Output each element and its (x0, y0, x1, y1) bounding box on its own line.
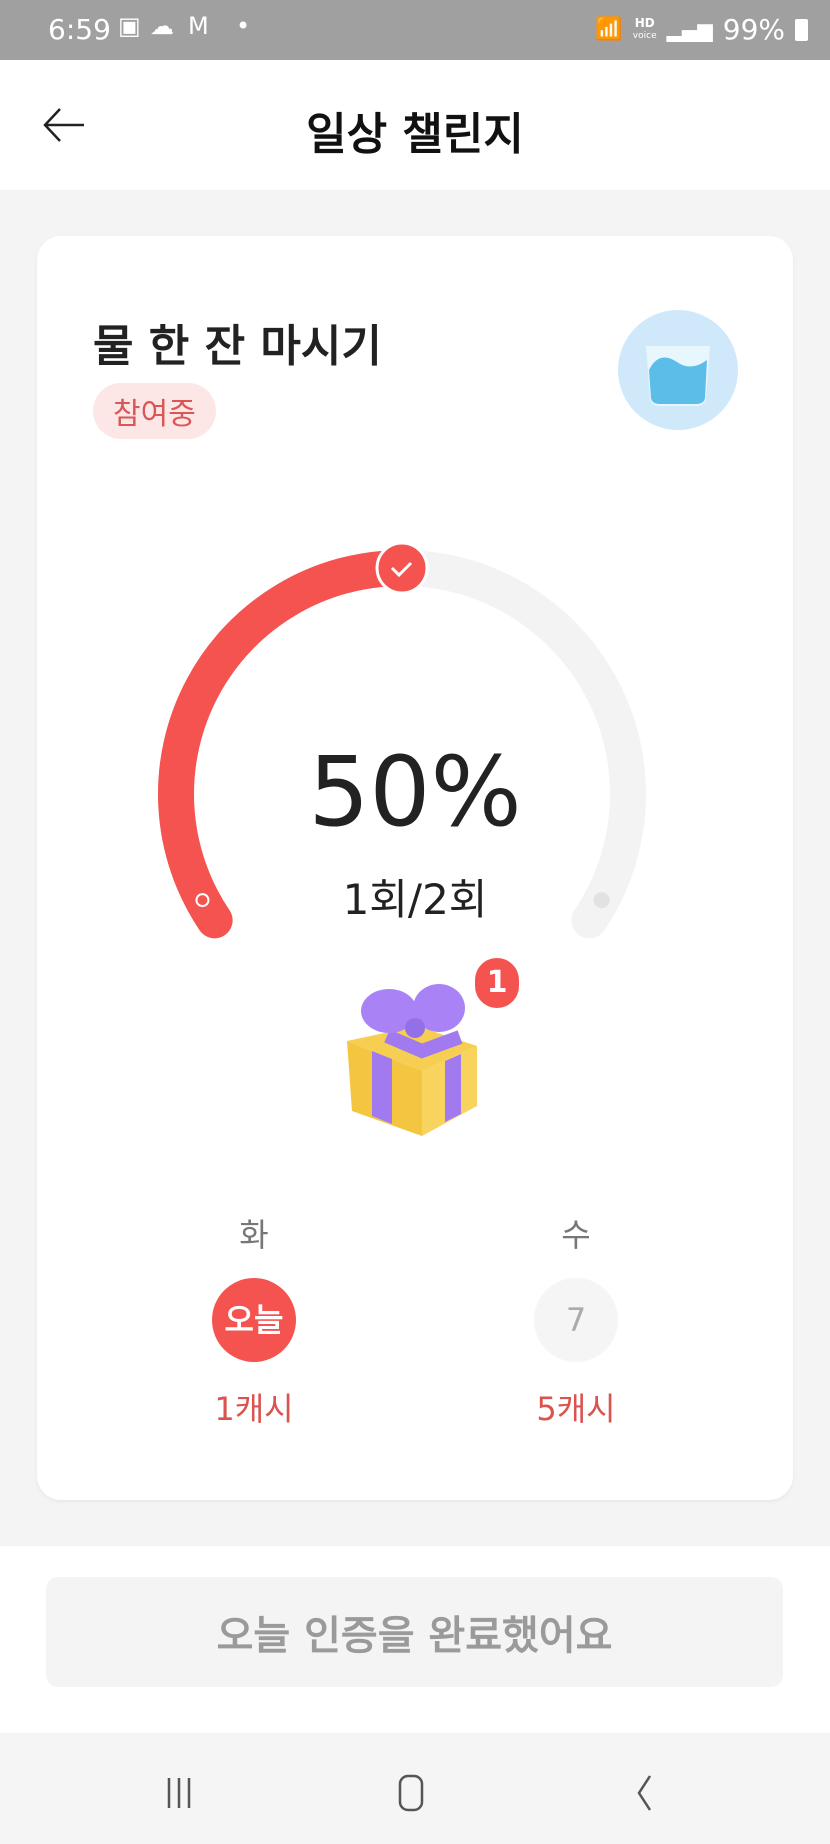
back-button[interactable] (40, 100, 90, 150)
day-name: 수 (561, 1216, 591, 1254)
verification-complete-button[interactable]: 오늘 인증을 완료했어요 (46, 1577, 783, 1687)
gift-box-icon[interactable] (327, 966, 497, 1146)
gauge-fill (158, 550, 420, 939)
day-reward: 5캐시 (536, 1390, 616, 1428)
progress-percent: 50% (308, 736, 522, 848)
battery-icon (795, 18, 808, 41)
gallery-icon: ▣ (118, 12, 141, 40)
battery-percent: 99% (722, 13, 785, 46)
header: 일상 챌린지 (0, 60, 830, 190)
hd-label: HD (634, 15, 655, 30)
status-bar: 6:59 ▣ ☁ M • 📶 HD voice ▂▄▆ 99% (0, 0, 830, 60)
recent-apps-button[interactable] (160, 1773, 200, 1813)
gauge-check-knob (375, 541, 429, 595)
challenge-card: 물 한 잔 마시기 참여중 50% 1회/2회 1 화 오늘 1캐시 (37, 236, 793, 1500)
gift-count-badge: 1 (475, 958, 519, 1008)
gmail-icon: M (188, 12, 209, 40)
gauge-end-marker (593, 892, 610, 909)
day-item-tuesday[interactable]: 화 오늘 1캐시 (184, 1210, 324, 1430)
page-title: 일상 챌린지 (306, 109, 524, 160)
today-marker: 오늘 (212, 1278, 296, 1362)
footer: 오늘 인증을 완료했어요 (0, 1546, 830, 1733)
day-reward: 1캐시 (214, 1390, 294, 1428)
progress-count: 1회/2회 (342, 875, 488, 924)
gauge-start-marker (195, 893, 210, 908)
hd-voice-icon: HD voice (632, 15, 657, 42)
notification-dot-icon: • (236, 12, 251, 40)
voice-label: voice (632, 30, 657, 41)
check-icon (390, 561, 413, 578)
day-name: 화 (239, 1216, 269, 1254)
day-date-marker: 7 (534, 1278, 618, 1362)
arrow-left-icon (43, 108, 84, 142)
status-time: 6:59 (48, 13, 111, 46)
home-button[interactable] (395, 1773, 435, 1813)
status-badge: 참여중 (93, 383, 216, 439)
signal-icon: ▂▄▆ (666, 17, 713, 42)
day-item-wednesday[interactable]: 수 7 5캐시 (506, 1210, 646, 1430)
back-nav-button[interactable] (630, 1773, 670, 1813)
challenge-title: 물 한 잔 마시기 (93, 321, 382, 372)
cloud-icon: ☁ (150, 12, 174, 40)
system-nav-bar (0, 1733, 830, 1844)
wifi-icon: 📶 (595, 17, 623, 42)
water-glass-icon (618, 310, 738, 430)
progress-gauge (158, 541, 646, 939)
